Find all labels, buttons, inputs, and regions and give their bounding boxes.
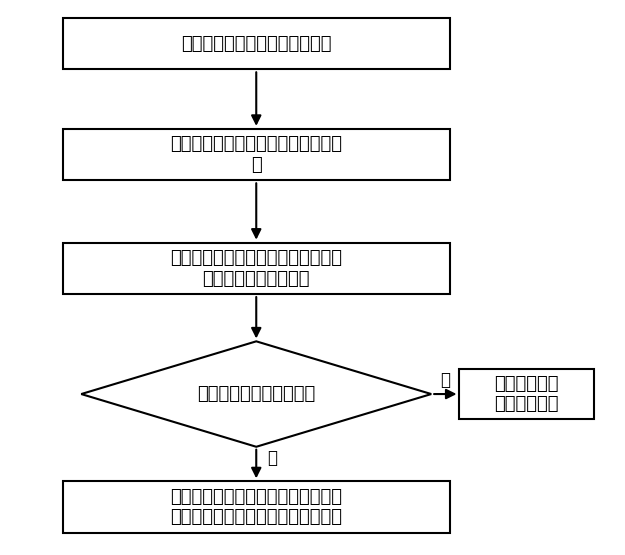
FancyBboxPatch shape	[62, 243, 450, 294]
FancyBboxPatch shape	[62, 129, 450, 180]
FancyBboxPatch shape	[62, 18, 450, 69]
Text: 保持当前风电
机组运行状态: 保持当前风电 机组运行状态	[494, 375, 559, 413]
FancyBboxPatch shape	[62, 481, 450, 533]
Text: 是: 是	[440, 371, 450, 389]
Polygon shape	[81, 341, 431, 447]
Text: 构建风电机组的数字化样机模型: 构建风电机组的数字化样机模型	[181, 34, 331, 53]
Text: 是否处于正常运行状态？: 是否处于正常运行状态？	[197, 385, 316, 403]
Text: 否: 否	[267, 450, 277, 467]
Text: 根据比较结果确定控制模式，以控制
将被控风电机组调节至正常运行状态: 根据比较结果确定控制模式，以控制 将被控风电机组调节至正常运行状态	[170, 488, 342, 526]
FancyBboxPatch shape	[459, 369, 594, 419]
Text: 实时采集被控风电机组的运行状态数
据: 实时采集被控风电机组的运行状态数 据	[170, 135, 342, 174]
Text: 将采集到的运行状态数据输入至数字
化样机模型中进行比较: 将采集到的运行状态数据输入至数字 化样机模型中进行比较	[170, 249, 342, 287]
